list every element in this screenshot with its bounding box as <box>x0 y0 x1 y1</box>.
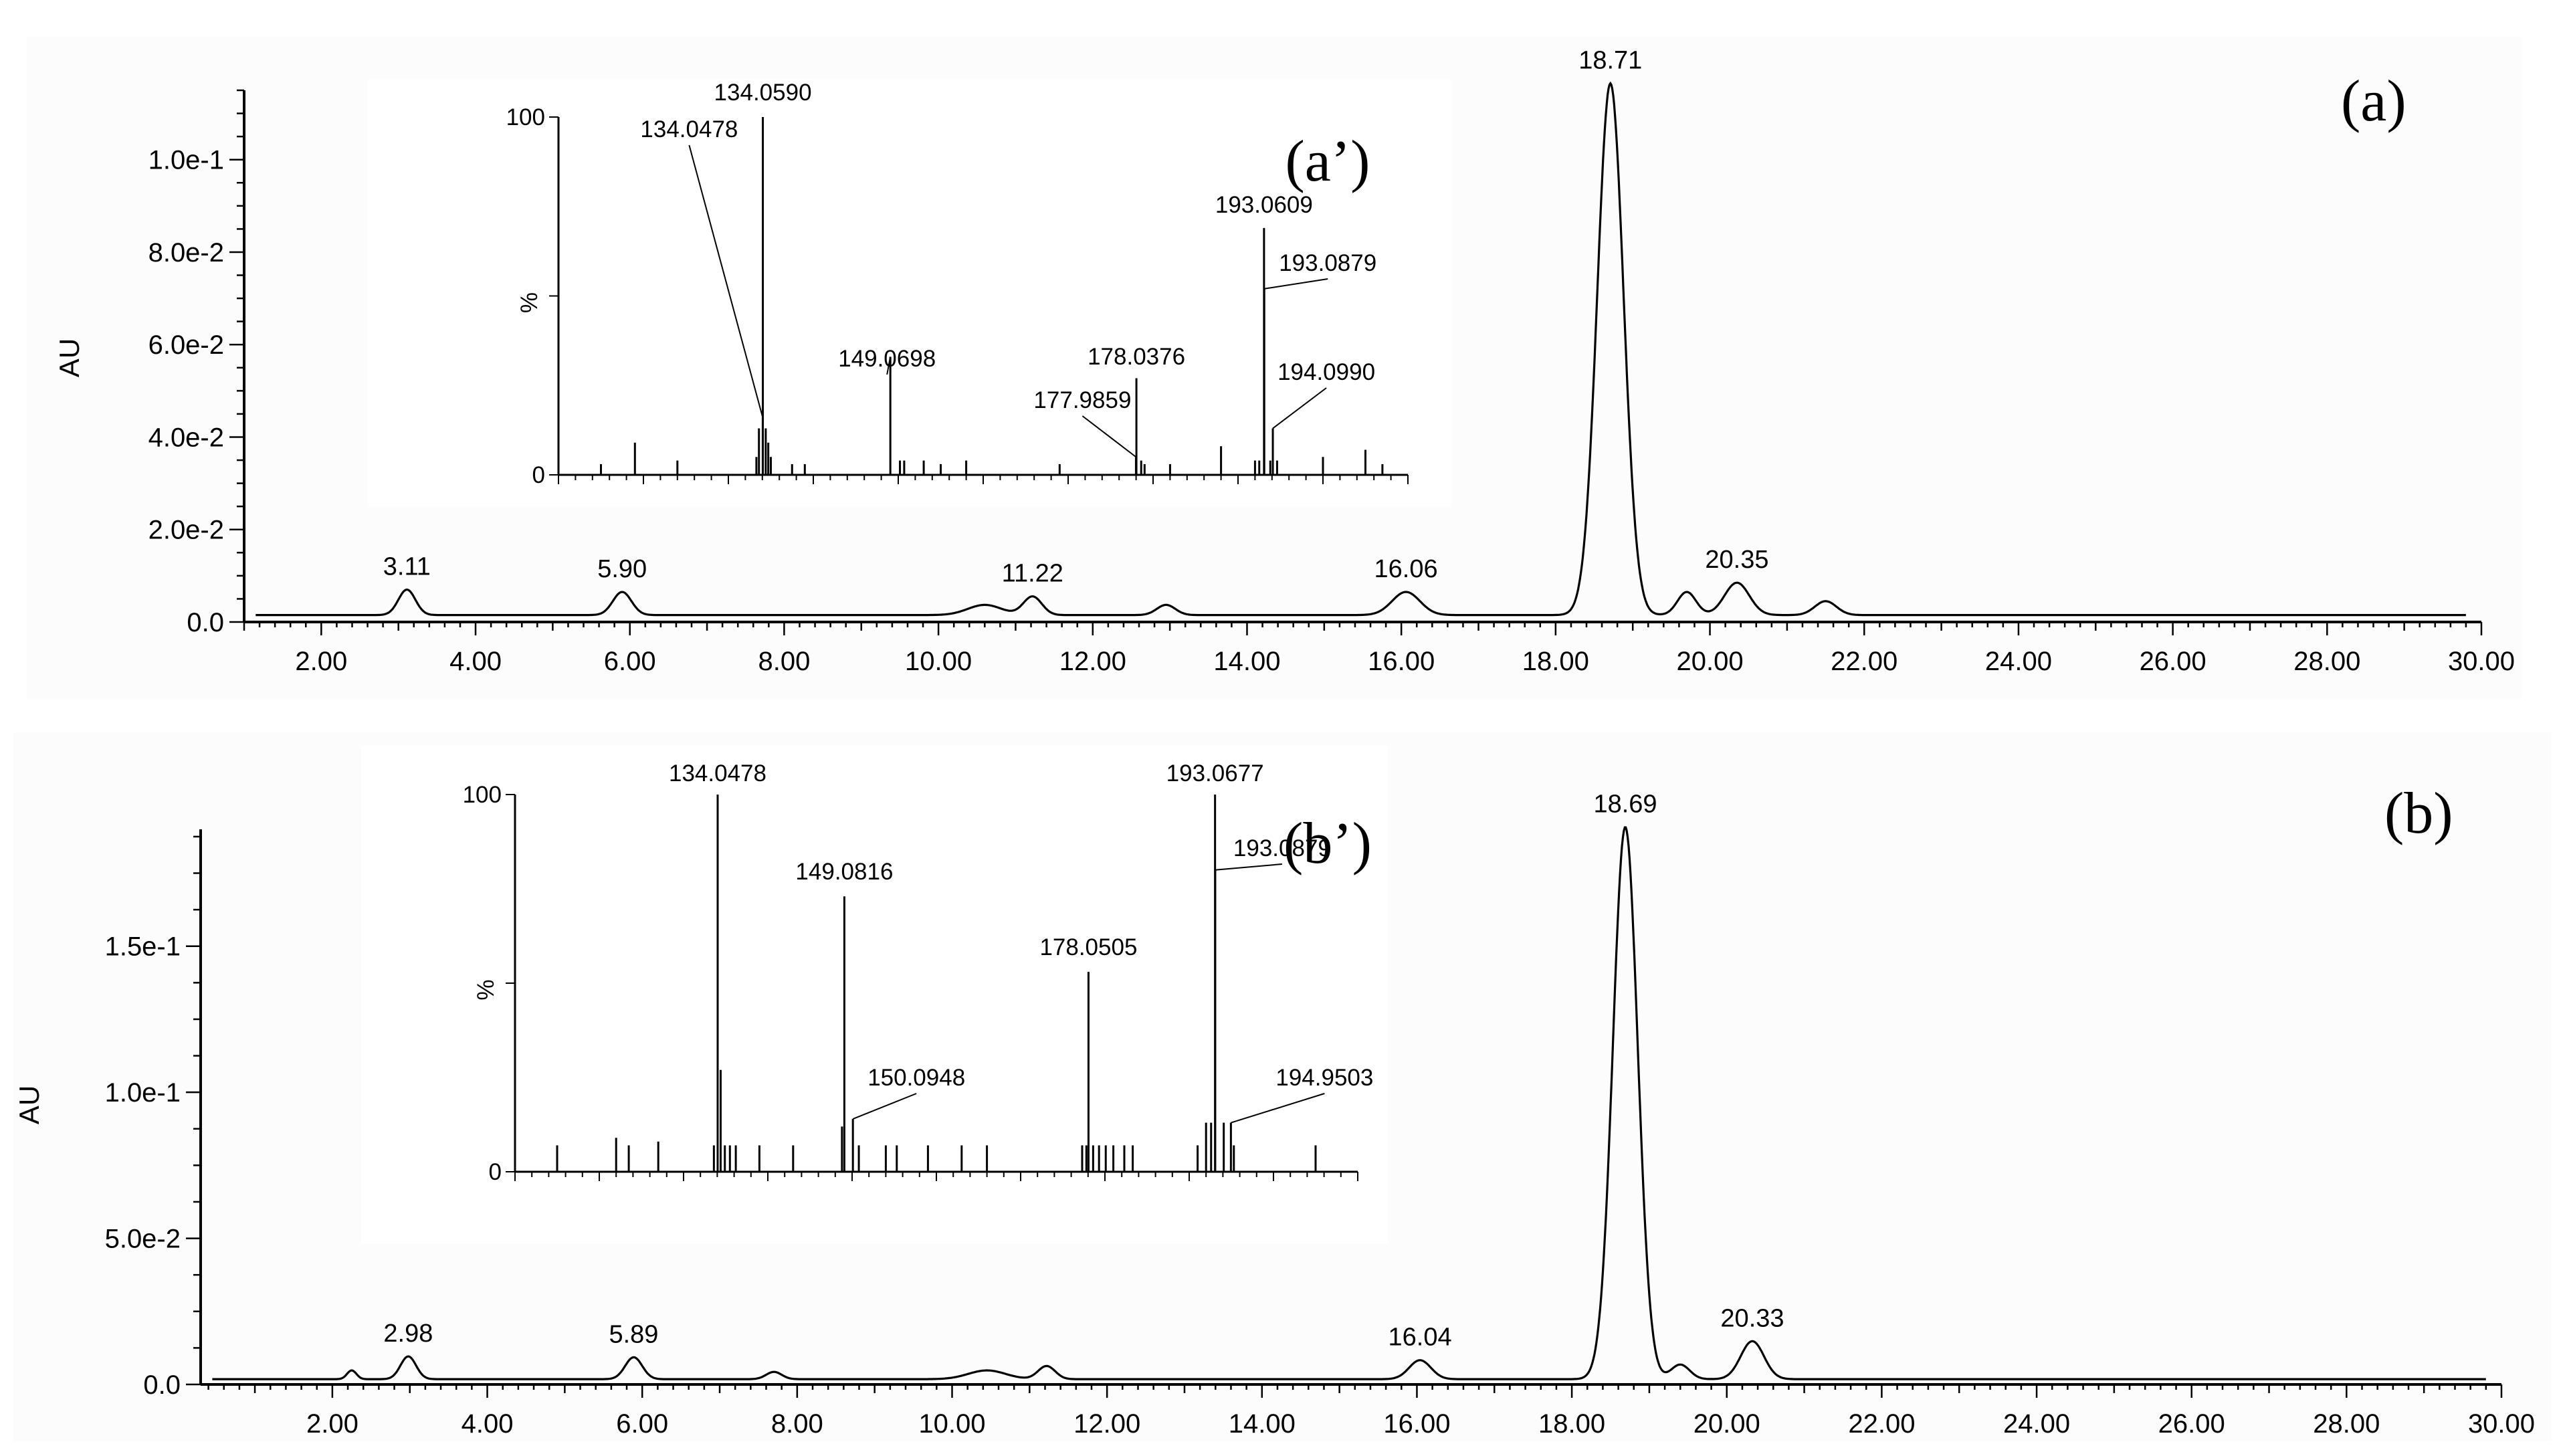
ms-label-leader <box>1264 278 1328 290</box>
chromatogram-trace <box>212 826 2486 1380</box>
x-tick-label: 8.00 <box>758 647 810 676</box>
ms-label-leader <box>1231 1093 1325 1124</box>
y-tick-label: 0.0 <box>143 1370 181 1400</box>
x-tick-label: 26.00 <box>2158 1409 2225 1439</box>
x-tick-label: 20.00 <box>1676 647 1743 676</box>
mass-spectrum-inset-b: 0 100% 134.0478 149.0816 150.0948 178.0505 193… <box>361 746 1388 1244</box>
x-tick-label: 28.00 <box>2313 1409 2380 1439</box>
y-tick-label: 6.0e-2 <box>148 330 224 360</box>
ms-label-leader <box>886 356 892 375</box>
x-tick-label: 12.00 <box>1073 1409 1140 1439</box>
panel-label: (b) <box>2384 781 2453 846</box>
peak-label: 20.35 <box>1705 546 1768 574</box>
ms-peak-label: 178.0505 <box>1039 934 1137 960</box>
x-tick-label: 14.00 <box>1229 1409 1296 1439</box>
ms-peak-label: 194.9503 <box>1275 1065 1373 1091</box>
ms-peak-label: 149.0698 <box>838 346 936 372</box>
inset-y-axis-label: % <box>516 292 542 313</box>
ms-peak-label: 193.0677 <box>1166 760 1264 787</box>
inset-y-tick-label: 0 <box>489 1159 502 1185</box>
x-tick-label: 10.00 <box>918 1409 985 1439</box>
x-tick-label: 22.00 <box>1831 647 1897 676</box>
inset-background <box>368 79 1451 507</box>
x-tick-label: 8.00 <box>771 1409 823 1439</box>
ms-peak-label: 150.0948 <box>867 1065 965 1091</box>
y-tick-label: 8.0e-2 <box>148 238 224 268</box>
peak-label: 5.89 <box>609 1320 658 1348</box>
inset-background <box>361 746 1388 1244</box>
ms-peak-label: 193.0609 <box>1215 192 1313 218</box>
ms-peak-label: 193.0879 <box>1279 250 1376 276</box>
ms-peak-label: 134.0590 <box>714 80 812 106</box>
ms-peak-label: 194.0990 <box>1277 359 1375 385</box>
peak-label: 3.11 <box>383 553 431 581</box>
inset-panel-label: (b’) <box>1284 811 1372 876</box>
peak-label: 16.06 <box>1374 555 1438 583</box>
x-tick-label: 18.00 <box>1522 647 1589 676</box>
x-tick-label: 10.00 <box>905 647 972 676</box>
y-axis-label: AU <box>54 338 85 377</box>
x-tick-label: 2.00 <box>295 647 347 676</box>
ms-peak-label: 134.0478 <box>669 760 766 787</box>
x-tick-label: 4.00 <box>461 1409 514 1439</box>
peak-label: 18.71 <box>1578 47 1642 75</box>
x-tick-label: 18.00 <box>1538 1409 1605 1439</box>
ms-peak-label: 134.0478 <box>640 116 738 142</box>
y-tick-label: 2.0e-2 <box>148 516 224 545</box>
ms-label-leader <box>852 1093 917 1120</box>
y-tick-label: 5.0e-2 <box>105 1225 181 1254</box>
y-tick-label: 1.5e-1 <box>105 932 181 962</box>
y-tick-label: 1.0e-1 <box>148 146 224 175</box>
panel-label: (a) <box>2341 69 2406 134</box>
peak-label: 18.69 <box>1593 791 1657 819</box>
chromatogram-trace <box>255 81 2466 617</box>
x-tick-label: 20.00 <box>1693 1409 1760 1439</box>
ms-peak-label: 193.0879 <box>1233 835 1331 861</box>
x-tick-label: 24.00 <box>1985 647 2052 676</box>
x-tick-label: 24.00 <box>2003 1409 2070 1439</box>
x-tick-label: 16.00 <box>1368 647 1435 676</box>
ms-peak-label: 178.0376 <box>1088 344 1185 370</box>
x-tick-label: 30.00 <box>2468 1409 2535 1439</box>
inset-y-tick-label: 0 <box>532 462 545 488</box>
y-tick-label: 1.0e-1 <box>105 1078 181 1108</box>
y-tick-label: 0.0 <box>187 608 224 637</box>
x-tick-label: 26.00 <box>2140 647 2206 676</box>
ms-label-leader <box>1215 863 1282 871</box>
inset-y-tick-label: 100 <box>463 782 502 808</box>
inset-panel-label: (a’) <box>1286 129 1370 194</box>
peak-label: 16.04 <box>1389 1324 1452 1352</box>
y-tick-label: 4.0e-2 <box>148 423 224 452</box>
peak-label: 2.98 <box>383 1320 433 1348</box>
ms-peak-label: 177.9859 <box>1033 387 1131 413</box>
x-tick-label: 6.00 <box>604 647 656 676</box>
x-tick-label: 6.00 <box>616 1409 668 1439</box>
chromatogram-panel-b: 2.00 4.00 6.00 8.00 10.00 12.00 14.00 16.00 18.0… <box>13 732 2552 1441</box>
x-tick-label: 4.00 <box>449 647 502 676</box>
x-tick-label: 28.00 <box>2293 647 2360 676</box>
x-tick-label: 14.00 <box>1213 647 1280 676</box>
x-tick-label: 16.00 <box>1383 1409 1450 1439</box>
chromatogram-panel-a: 2.00 4.00 6.00 8.00 10.00 12.00 14.00 16.00 18.0… <box>27 37 2522 699</box>
ms-label-leader <box>1272 387 1327 429</box>
y-axis-label: AU <box>13 1085 45 1124</box>
inset-y-axis-label: % <box>473 979 499 1000</box>
peak-label: 20.33 <box>1720 1304 1784 1332</box>
x-tick-label: 2.00 <box>306 1409 358 1439</box>
inset-y-tick-label: 100 <box>506 104 545 130</box>
ms-peak-label: 149.0816 <box>795 859 893 885</box>
peak-label: 5.90 <box>597 555 647 583</box>
x-tick-label: 12.00 <box>1059 647 1126 676</box>
x-tick-label: 30.00 <box>2448 647 2515 676</box>
ms-label-leader <box>1082 415 1137 458</box>
ms-label-leader <box>688 144 764 418</box>
peak-label: 11.22 <box>1002 560 1063 588</box>
x-tick-label: 22.00 <box>1848 1409 1915 1439</box>
mass-spectrum-inset-a: 0 100% 134.0478 134.0590 149.0698 177.9859 178… <box>368 79 1451 507</box>
